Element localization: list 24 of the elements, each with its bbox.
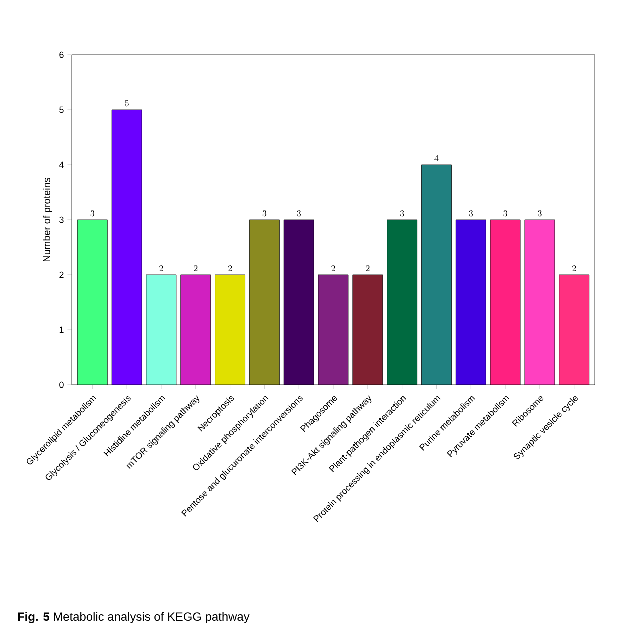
data-label: 3 [262, 210, 267, 217]
data-label: 3 [504, 210, 508, 217]
data-label: 4 [434, 155, 439, 162]
data-label: 2 [194, 266, 198, 272]
data-label: 2 [160, 266, 164, 272]
y-tick-label: 1 [60, 326, 64, 334]
y-tick-label: 4 [59, 162, 64, 168]
y-tick-label: 5 [60, 106, 64, 114]
y-tick-label: 6 [60, 52, 64, 58]
data-label: 3 [400, 210, 404, 217]
y-tick-label: 2 [60, 272, 64, 278]
data-label: 2 [366, 266, 370, 272]
data-label: 2 [228, 266, 232, 272]
data-label: 5 [125, 100, 129, 107]
data-label: 3 [297, 210, 302, 217]
data-label: 3 [538, 210, 542, 217]
y-tick-label: 3 [60, 216, 64, 224]
data-label: 2 [332, 266, 336, 272]
data-label: 2 [572, 266, 576, 272]
text: Fig. 5 Metabolic analysis of KEGG pathway [18, 612, 250, 624]
data-label: 3 [90, 210, 95, 217]
data-label: 3 [469, 210, 474, 217]
y-axis-title: Number of proteins [43, 178, 52, 262]
y-tick-label: 0 [60, 382, 64, 388]
